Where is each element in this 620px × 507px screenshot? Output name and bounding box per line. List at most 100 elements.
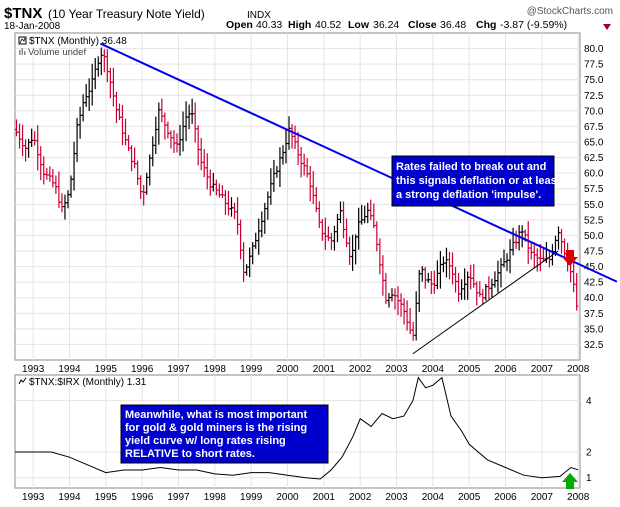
close-value: 36.48 [440, 19, 466, 31]
ratio-x-tick-label: 1996 [131, 492, 154, 503]
price-bar [484, 283, 488, 301]
price-bar [190, 98, 194, 124]
main-x-tick-label: 1999 [240, 364, 263, 375]
price-bar [562, 238, 567, 259]
main-x-tick-label: 2008 [567, 364, 590, 375]
main-x-tick-label: 1993 [22, 364, 45, 375]
price-bar [317, 201, 321, 229]
ratio-x-tick-label: 1999 [240, 492, 263, 503]
price-bar [529, 242, 533, 260]
price-bar [42, 156, 46, 185]
main-x-tick-label: 1997 [167, 364, 190, 375]
price-bar [229, 197, 234, 217]
price-bar [308, 166, 312, 202]
price-bar [187, 104, 191, 130]
price-bar [114, 91, 119, 124]
price-bar [66, 190, 70, 209]
ratio-x-tick-label: 2003 [385, 492, 408, 503]
price-bar [511, 227, 515, 256]
price-bar [223, 190, 228, 215]
price-bar [48, 166, 52, 182]
price-bar [466, 271, 470, 300]
quote-row: Open 40.33 High 40.52 Low 36.24 Close 36… [226, 19, 611, 31]
price-chart-icon [19, 37, 26, 44]
main-callout-box [391, 155, 555, 207]
price-bar [33, 131, 37, 146]
price-bar [344, 218, 349, 248]
price-bar [559, 228, 564, 254]
price-bar [357, 207, 361, 250]
main-callout-line-1: Rates failed to break out and [396, 161, 546, 173]
ratio-x-tick-label: 2000 [276, 492, 299, 503]
price-bar [354, 234, 358, 265]
main-y-tick-label: 77.5 [584, 60, 604, 71]
price-bar [426, 272, 430, 283]
price-bar [148, 154, 152, 186]
main-x-tick-label: 2002 [349, 364, 372, 375]
main-x-tick-label: 1995 [95, 364, 118, 375]
price-bar [272, 159, 276, 192]
price-bar [184, 101, 188, 142]
main-x-tick-label: 2000 [276, 364, 299, 375]
price-bar [111, 67, 116, 107]
price-bar [447, 251, 452, 280]
price-bar [299, 147, 303, 178]
price-bar [99, 47, 103, 76]
main-x-tick-label: 1998 [204, 364, 227, 375]
price-bar [39, 146, 43, 181]
main-y-tick-label: 32.5 [584, 340, 604, 351]
price-bar [481, 289, 485, 305]
exchange: INDX [247, 10, 271, 21]
price-bar [341, 201, 346, 239]
main-y-tick-label: 57.5 [584, 184, 604, 195]
price-legend-icon [18, 36, 27, 45]
price-bar [402, 298, 406, 325]
price-bar [411, 321, 415, 341]
price-bar [390, 288, 394, 302]
price-bar [372, 203, 376, 229]
price-bar [323, 217, 327, 250]
main-y-tick-label: 50.0 [584, 231, 604, 242]
price-bar [378, 238, 382, 275]
main-y-tick-label: 62.5 [584, 153, 604, 164]
high-value: 40.52 [315, 19, 341, 31]
price-bar [123, 118, 128, 146]
price-bar [435, 260, 439, 290]
price-bar [169, 130, 173, 149]
price-bar [332, 225, 337, 251]
main-callout-line-2: this signals deflation or at least [396, 175, 561, 187]
main-x-tick-label: 1996 [131, 364, 154, 375]
price-bar [30, 128, 34, 148]
price-bar [556, 226, 561, 250]
ratio-legend: $TNX:$IRX (Monthly) 1.31 [18, 377, 147, 388]
price-bar [326, 226, 330, 241]
price-bar [535, 248, 539, 272]
high-label: High [288, 19, 311, 31]
ratio-callout-line-3: yield curve w/ long rates rising [125, 435, 286, 447]
price-bar [520, 225, 524, 248]
price-legend-text: $TNX (Monthly) 36.48 [29, 36, 127, 47]
price-bar [232, 202, 237, 220]
price-bar [387, 293, 391, 308]
price-bar [27, 138, 31, 158]
price-bar [526, 221, 530, 265]
price-bar [202, 149, 206, 178]
price-bar [51, 169, 55, 188]
price-bar [399, 293, 403, 317]
price-bar [151, 136, 155, 167]
price-bar [145, 172, 149, 195]
price-bar [490, 278, 494, 298]
price-bar [181, 111, 185, 152]
main-y-tick-label: 67.5 [584, 122, 604, 133]
price-bar [87, 78, 91, 111]
price-bar [84, 84, 88, 107]
main-x-tick-label: 2004 [422, 364, 445, 375]
price-bar [417, 269, 421, 312]
ratio-x-tick-label: 1997 [167, 492, 190, 503]
up-arrow-icon [562, 473, 578, 489]
price-bar [450, 252, 455, 285]
price-bar [226, 190, 231, 216]
price-bar [214, 179, 218, 196]
main-x-tick-label: 2006 [494, 364, 517, 375]
